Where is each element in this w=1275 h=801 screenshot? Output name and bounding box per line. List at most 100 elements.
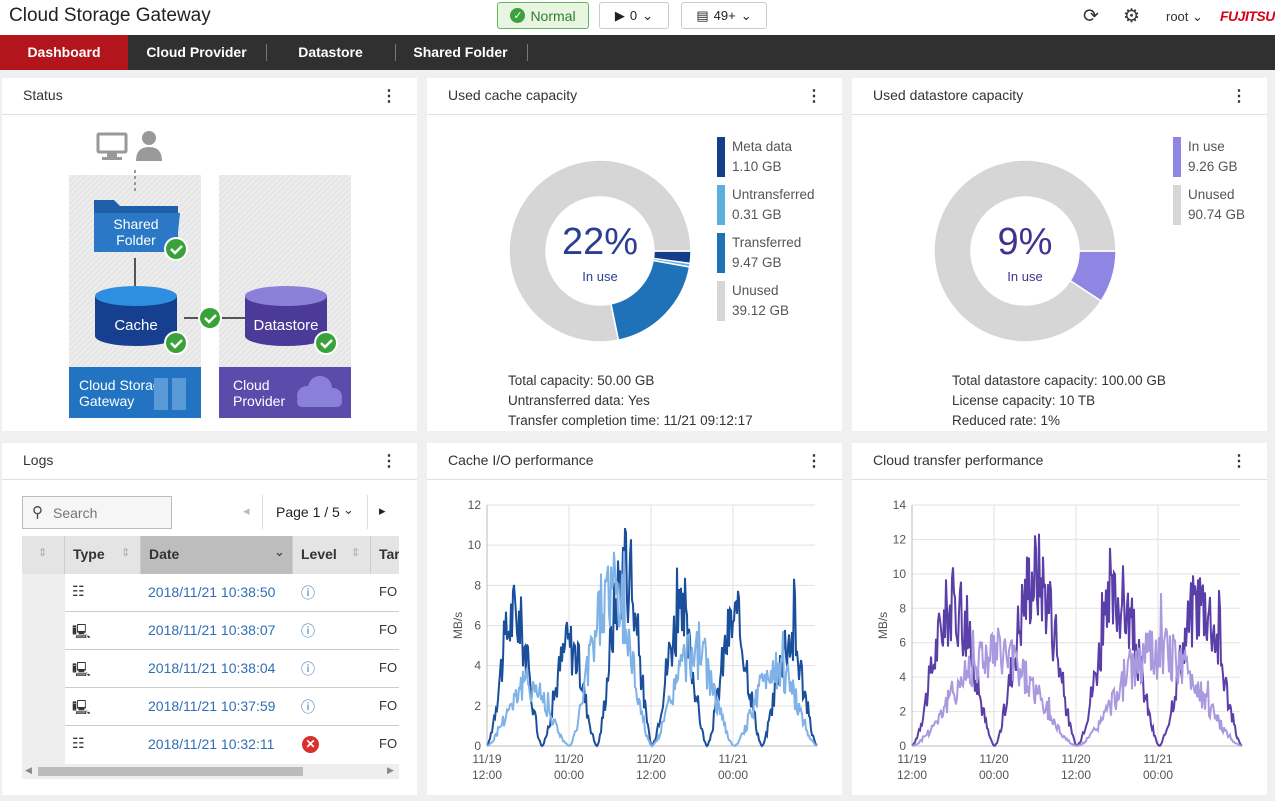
page-select[interactable]: Page 1 / 5 ⌄ <box>262 495 368 529</box>
y-tick-label: 2 <box>474 699 481 713</box>
row-selector[interactable] <box>22 612 65 650</box>
scroll-right-icon[interactable]: ▶ <box>387 765 394 775</box>
untransferred-data-text: Untransferred data: Yes <box>508 393 650 408</box>
scroll-left-icon[interactable]: ◀ <box>25 765 32 775</box>
refresh-icon[interactable]: ⟳ <box>1083 6 1099 27</box>
status-label: Normal <box>530 7 576 24</box>
more-vert-icon[interactable]: ⋮ <box>1231 453 1247 470</box>
slice-unused[interactable] <box>933 159 1117 343</box>
x-tick-label: 00:00 <box>979 768 1009 782</box>
gear-icon[interactable]: ⚙ <box>1123 6 1141 27</box>
check-icon <box>166 333 186 353</box>
legend-untransferred: Untransferred 0.31 GB <box>732 187 815 222</box>
more-vert-icon[interactable]: ⋮ <box>381 88 397 105</box>
more-vert-icon[interactable]: ⋮ <box>1231 88 1247 105</box>
slice-unused[interactable] <box>508 159 692 343</box>
user-icon <box>136 131 162 161</box>
log-date[interactable]: 2018/11/21 10:38:07 <box>148 622 276 638</box>
x-tick-label: 11/20 <box>1061 752 1090 766</box>
legend-unused: Unused 90.74 GB <box>1188 187 1246 222</box>
datastore-label: Datastore <box>253 317 318 334</box>
x-tick-label: 12:00 <box>472 768 502 782</box>
x-tick-label: 11/19 <box>897 752 926 766</box>
nav-datastore[interactable]: Datastore <box>298 44 363 60</box>
more-vert-icon[interactable]: ⋮ <box>806 453 822 470</box>
transfer-completion-text: Transfer completion time: 11/21 09:12:17 <box>508 413 753 428</box>
y-tick-label: 12 <box>893 532 907 546</box>
select-column-header[interactable]: ⇕ <box>22 536 65 574</box>
jobs-count: 0 <box>629 8 638 23</box>
row-selector[interactable] <box>22 688 65 726</box>
log-target: FO <box>379 736 398 751</box>
status-diagram: Shared Folder Cache Datastore Cloud Stor… <box>69 131 351 418</box>
column-header-type[interactable]: Type ⇕ <box>65 536 141 574</box>
nav-divider <box>395 44 396 61</box>
search-icon: ⚲ <box>32 504 43 521</box>
legend-swatch <box>717 185 725 225</box>
search-box[interactable]: ⚲ <box>22 496 172 529</box>
table-row[interactable]: 🖳 2018/11/21 10:37:59 ⓘ FO <box>22 688 399 726</box>
play-icon: ▶ <box>614 7 625 23</box>
total-capacity-text: Total capacity: 50.00 GB <box>508 373 655 388</box>
divider <box>852 114 1267 115</box>
log-date[interactable]: 2018/11/21 10:37:59 <box>148 698 276 714</box>
cloud-icon <box>297 376 342 407</box>
more-vert-icon[interactable]: ⋮ <box>381 453 397 470</box>
log-date[interactable]: 2018/11/21 10:38:50 <box>148 584 276 600</box>
row-selector[interactable] <box>22 574 65 612</box>
x-tick-label: 11/20 <box>979 752 1008 766</box>
monitor-icon <box>96 132 128 160</box>
y-axis-label: MB/s <box>451 612 465 639</box>
check-icon <box>200 308 220 328</box>
user-menu[interactable]: root ⌄ <box>1166 9 1203 25</box>
next-page-icon[interactable]: ▸ <box>379 503 386 518</box>
log-date[interactable]: 2018/11/21 10:38:04 <box>148 660 276 676</box>
table-row[interactable]: 🖳 2018/11/21 10:38:04 ⓘ FO <box>22 650 399 688</box>
nav-cloud-provider[interactable]: Cloud Provider <box>146 44 247 60</box>
x-tick-label: 00:00 <box>1143 768 1173 782</box>
horizontal-scrollbar[interactable]: ◀ ▶ <box>22 764 399 779</box>
divider <box>852 479 1267 480</box>
x-tick-label: 11/20 <box>554 752 583 766</box>
y-tick-label: 6 <box>474 619 481 633</box>
scrollbar-thumb[interactable] <box>38 767 303 776</box>
list-icon: ☷ <box>72 735 85 751</box>
column-header-target[interactable]: Tar <box>379 546 399 562</box>
license-capacity-text: License capacity: 10 TB <box>952 393 1096 408</box>
main-nav: Dashboard Cloud Provider Datastore Share… <box>0 35 1275 70</box>
list-icon: ☷ <box>72 583 85 599</box>
table-row[interactable]: ☷ 2018/11/21 10:38:50 ⓘ FO <box>22 574 399 612</box>
datastore-center-label: In use <box>1007 269 1043 284</box>
row-selector[interactable] <box>22 726 65 764</box>
shared-folder-icon <box>94 200 180 252</box>
table-row[interactable]: 🖳 2018/11/21 10:38:07 ⓘ FO <box>22 612 399 650</box>
chevron-down-icon: ⌄ <box>642 7 654 23</box>
row-selector[interactable] <box>22 650 65 688</box>
log-date[interactable]: 2018/11/21 10:32:11 <box>148 736 275 752</box>
table-header: ⇕ Type ⇕ Date ⌄ Level ⇕ Tar <box>22 536 399 574</box>
series-line-2 <box>911 593 1243 748</box>
x-tick-label: 12:00 <box>897 768 927 782</box>
more-vert-icon[interactable]: ⋮ <box>806 88 822 105</box>
column-header-date[interactable]: Date ⌄ <box>141 536 293 574</box>
nav-shared-folder[interactable]: Shared Folder <box>413 44 508 60</box>
y-tick-label: 0 <box>899 739 906 753</box>
search-input[interactable] <box>53 501 168 525</box>
table-row[interactable]: ☷ 2018/11/21 10:32:11 ✕ FO <box>22 726 399 764</box>
y-tick-label: 4 <box>899 670 906 684</box>
prev-page-icon[interactable]: ◂ <box>243 503 250 518</box>
status-normal-button[interactable]: ✓ Normal <box>497 2 589 29</box>
column-header-level[interactable]: Level ⇕ <box>293 536 371 574</box>
nav-divider <box>527 44 528 61</box>
y-tick-label: 0 <box>474 739 481 753</box>
logs-panel: Logs ⋮ ⚲ ◂ Page 1 / 5 ⌄ ▸ ⇕ Type⇕ Date⌄ … <box>2 443 417 795</box>
provider-label-2: Provider <box>233 393 285 409</box>
datastore-capacity-panel: Used datastore capacity ⋮ 9% In use In u… <box>852 78 1267 431</box>
logs-dropdown[interactable]: ▤ 49+ ⌄ <box>681 2 767 29</box>
log-icon: ▤ <box>696 7 709 23</box>
jobs-dropdown[interactable]: ▶ 0 ⌄ <box>599 2 669 29</box>
page-label: Page 1 / 5 <box>276 504 340 520</box>
y-tick-label: 8 <box>474 578 481 592</box>
nav-dashboard[interactable]: Dashboard <box>0 35 128 70</box>
y-tick-label: 6 <box>899 636 906 650</box>
